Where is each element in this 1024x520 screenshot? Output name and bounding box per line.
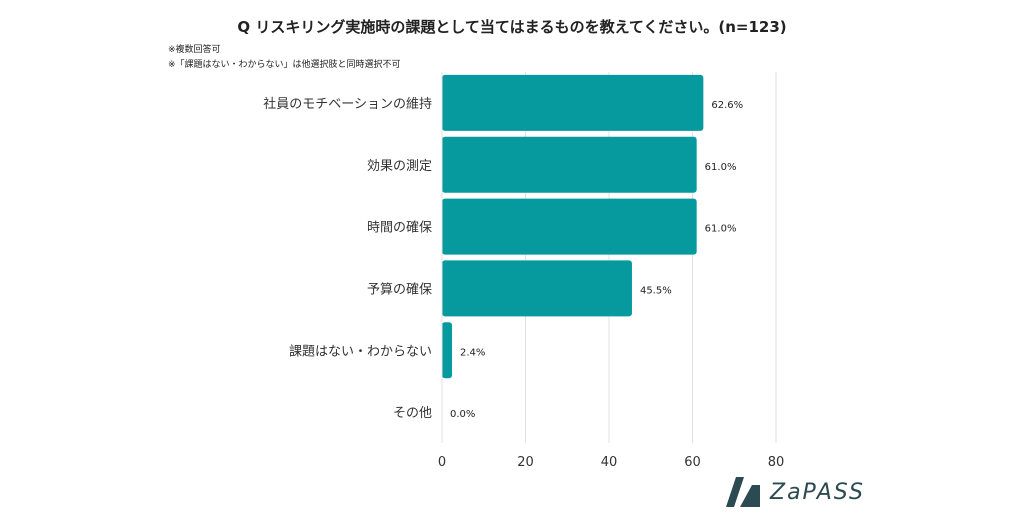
zapass-logo-mark-icon [726, 477, 760, 507]
value-label: 2.4% [460, 347, 485, 358]
bar [442, 198, 697, 255]
value-label: 61.0% [705, 224, 737, 235]
value-label: 62.6% [711, 100, 743, 111]
value-label: 61.0% [705, 162, 737, 173]
zapass-logo-text: ZaPASS [770, 479, 865, 505]
x-tick-label: 20 [517, 455, 534, 470]
category-label: その他 [393, 406, 432, 421]
bar [442, 260, 632, 317]
category-label: 時間の確保 [367, 220, 432, 236]
category-label: 社員のモチベーションの維持 [263, 96, 432, 112]
x-tick-label: 0 [438, 455, 446, 470]
bar [442, 136, 697, 193]
note-exclusive-option: ※「課題はない・わからない」は他選択肢と同時選択不可 [168, 60, 401, 70]
x-tick-label: 60 [684, 455, 701, 470]
category-label: 予算の確保 [367, 281, 432, 297]
x-tick-label: 80 [768, 455, 785, 470]
category-label: 効果の測定 [367, 159, 432, 174]
x-tick-label: 40 [601, 455, 618, 470]
bar [442, 322, 453, 379]
value-label: 0.0% [450, 409, 475, 420]
zapass-logo: ZaPASS [726, 477, 865, 507]
chart-title: Q リスキリング実施時の課題として当てはまるものを教えてください。(n=123) [237, 18, 787, 36]
bar [442, 74, 704, 131]
value-label: 45.5% [640, 285, 672, 296]
category-label: 課題はない・わからない [289, 343, 432, 359]
note-multiple-answers: ※複数回答可 [168, 45, 221, 55]
